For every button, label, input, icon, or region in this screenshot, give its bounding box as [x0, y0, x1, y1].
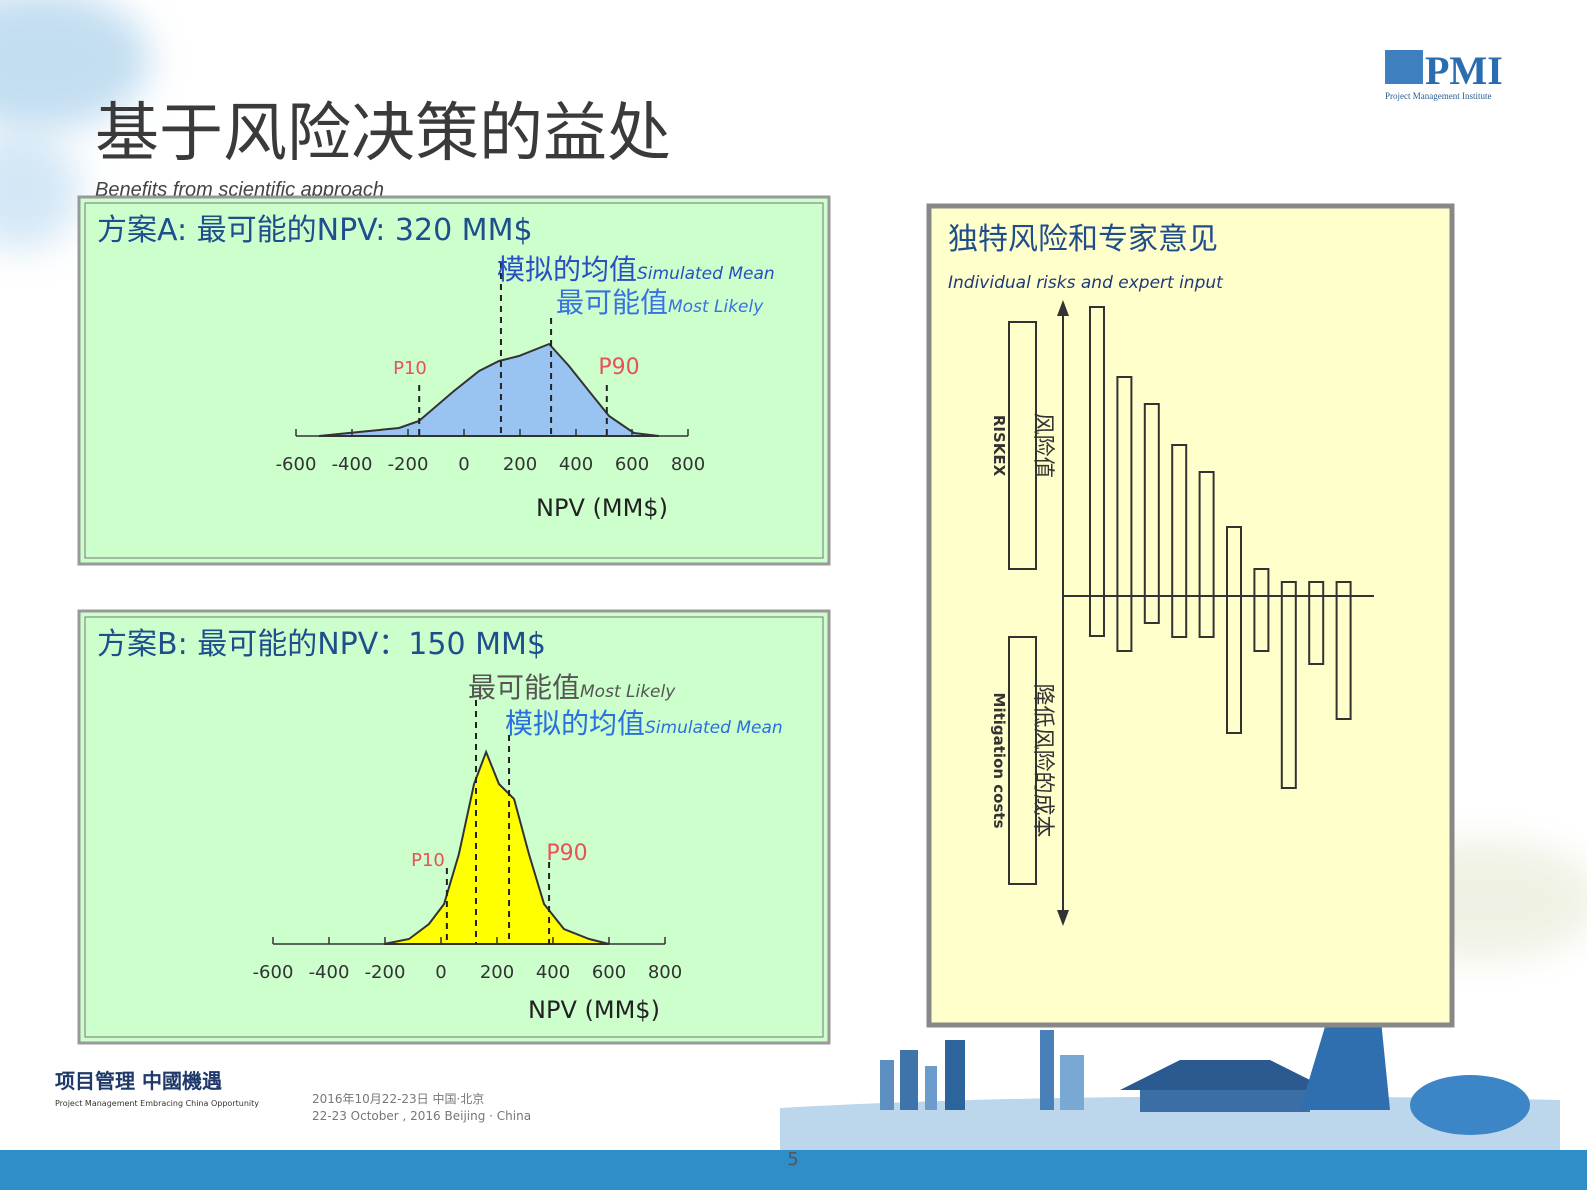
bar: [1198, 595, 1215, 638]
bar: [1280, 595, 1297, 789]
panel-subtitle: Individual risks and expert input: [948, 273, 1224, 293]
bar: [1089, 595, 1105, 637]
legend-box: [1008, 321, 1037, 570]
marker-label: 最可能值Most Likely: [468, 671, 676, 704]
marker-label-main: P10: [393, 358, 427, 379]
marker-label: P10: [411, 850, 445, 871]
bar: [1253, 595, 1270, 652]
logo-caption: Project Management Institute: [1385, 91, 1491, 101]
distribution-area: [318, 342, 659, 437]
x-tick-label: 600: [592, 962, 626, 983]
page-number: 5: [787, 1149, 798, 1170]
marker-label-sub: Most Likely: [580, 682, 676, 702]
bar: [1226, 595, 1242, 734]
legend-subname: Mitigation costs: [990, 693, 1008, 829]
bar: [1143, 595, 1160, 624]
x-tick-label: -200: [365, 962, 406, 983]
footer-brand-sub: Project Management Embracing China Oppor…: [55, 1099, 259, 1108]
y-axis-arrow-top: [1057, 300, 1069, 316]
marker-label-main: P90: [546, 841, 587, 866]
bar: [1171, 595, 1188, 638]
marker-label-sub: Most Likely: [668, 297, 764, 317]
panel-c: [926, 203, 1455, 1028]
bar: [1116, 595, 1133, 652]
x-tick-label: 0: [458, 454, 469, 475]
panel-title: 方案A: 最可能的NPV: 320 MM$: [97, 213, 533, 248]
marker-label: 模拟的均值Simulated Mean: [505, 707, 783, 740]
marker-label-main: P10: [411, 850, 445, 871]
x-tick-label: 0: [435, 962, 446, 983]
y-axis-arrow-bottom: [1057, 910, 1069, 926]
legend-box: [1008, 636, 1037, 885]
x-tick-label: -600: [253, 962, 294, 983]
x-tick-label: -600: [276, 454, 317, 475]
x-tick-label: 400: [559, 454, 593, 475]
marker-label-main: 最可能值: [468, 671, 580, 704]
x-tick-label: -200: [388, 454, 429, 475]
slide-title: 基于风险决策的益处: [95, 97, 671, 171]
footer-date-en: 22-23 October , 2016 Beijing · China: [312, 1109, 531, 1123]
marker-label: P90: [598, 355, 639, 380]
panel-b-inner: [84, 616, 824, 1038]
footer-brand: 项目管理 中國機遇: [55, 1069, 222, 1093]
legend-subname: RISKEX: [990, 415, 1008, 477]
x-axis-label: NPV (MM$): [528, 996, 660, 1024]
x-tick-label: 800: [671, 454, 705, 475]
marker-label-main: 模拟的均值: [505, 707, 645, 740]
x-tick-label: -400: [332, 454, 373, 475]
panel-a: [77, 195, 831, 566]
marker-label: 模拟的均值Simulated Mean: [497, 253, 775, 286]
panel-title: 独特风险和专家意见: [948, 222, 1218, 257]
footer: 项目管理 中國機遇 Project Management Embracing C…: [55, 1069, 799, 1170]
legend-name: 降低风险的成本: [1030, 683, 1055, 837]
bar: [1335, 595, 1352, 720]
bar: [1308, 595, 1325, 665]
legend-name: 风险值: [1030, 412, 1055, 478]
panel-b: [77, 609, 831, 1045]
marker-label: P90: [546, 841, 587, 866]
marker-label-sub: Simulated Mean: [637, 264, 775, 284]
marker-label: 最可能值Most Likely: [556, 286, 764, 319]
x-tick-label: -400: [309, 962, 350, 983]
marker-label-main: P90: [598, 355, 639, 380]
x-tick-label: 400: [536, 962, 570, 983]
x-tick-label: 200: [480, 962, 514, 983]
panel-a-inner: [84, 202, 824, 559]
footer-date-cn: 2016年10月22-23日 中国·北京: [312, 1091, 484, 1106]
x-axis-label: NPV (MM$): [536, 494, 668, 522]
x-tick-label: 600: [615, 454, 649, 475]
logo-text: PMI: [1425, 48, 1503, 93]
marker-label-main: 模拟的均值: [497, 253, 637, 286]
x-tick-label: 800: [648, 962, 682, 983]
marker-label: P10: [393, 358, 427, 379]
marker-label-main: 最可能值: [556, 286, 668, 319]
logo: PMI Project Management Institute: [1385, 48, 1503, 101]
marker-label-sub: Simulated Mean: [645, 718, 783, 738]
x-tick-label: 200: [503, 454, 537, 475]
panel-title: 方案B: 最可能的NPV：150 MM$: [97, 627, 546, 662]
distribution-area: [383, 749, 610, 945]
